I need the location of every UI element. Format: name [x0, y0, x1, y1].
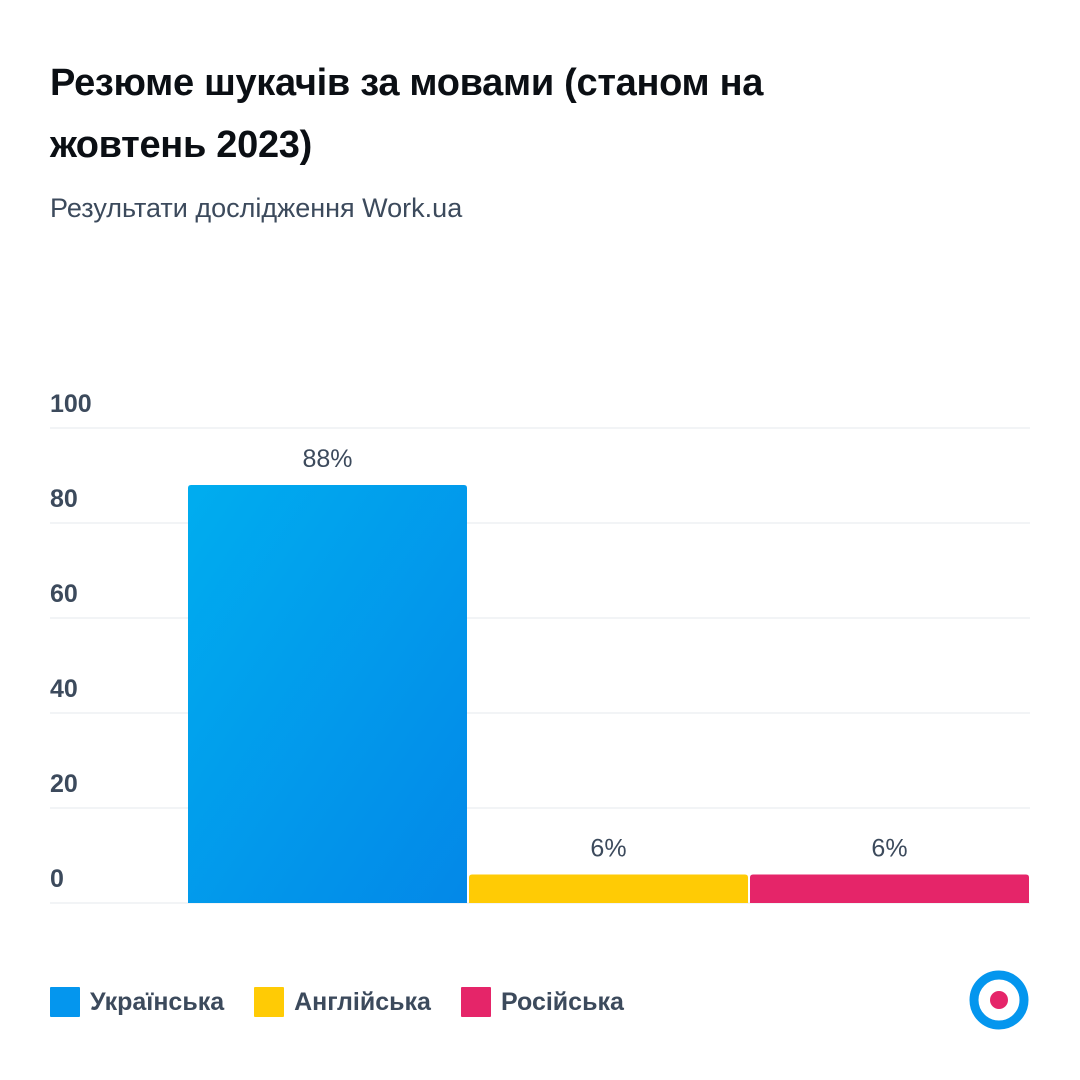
legend: Українська Англійська Російська [50, 982, 654, 1022]
chart-subtitle: Результати дослідження Work.ua [50, 193, 463, 223]
legend-swatch [460, 987, 491, 1017]
legend-item: Російська [460, 987, 624, 1017]
legend-label: Українська [90, 987, 225, 1016]
y-tick-label: 80 [50, 485, 78, 513]
y-tick-label: 40 [50, 675, 78, 703]
bar-2 [750, 874, 1029, 903]
bar-1 [469, 874, 748, 903]
bars [188, 485, 1029, 903]
legend-label: Російська [500, 987, 624, 1016]
legend-label: Англійська [294, 987, 431, 1016]
y-tick-label: 100 [50, 390, 92, 418]
bar-0 [188, 485, 467, 903]
legend-swatch [50, 987, 80, 1017]
data-labels: 88% 6% 6% [302, 445, 907, 863]
y-tick-label: 0 [50, 865, 64, 893]
logo-ring [969, 970, 1029, 1030]
y-axis-ticks: 0 20 40 60 80 100 [50, 390, 92, 893]
legend-item: Українська [50, 987, 224, 1017]
y-tick-label: 60 [50, 580, 78, 608]
y-tick-label: 20 [50, 770, 78, 798]
chart-title: Резюме шукачів за мовами (станом на жовт… [50, 62, 764, 166]
bar-value-label: 6% [871, 835, 907, 863]
bar-value-label: 6% [590, 835, 626, 863]
logo-dot [990, 991, 1008, 1009]
workua-logo [969, 970, 1029, 1030]
bar-value-label: 88% [302, 445, 352, 473]
legend-item: Англійська [254, 987, 431, 1017]
legend-swatch [254, 987, 285, 1017]
